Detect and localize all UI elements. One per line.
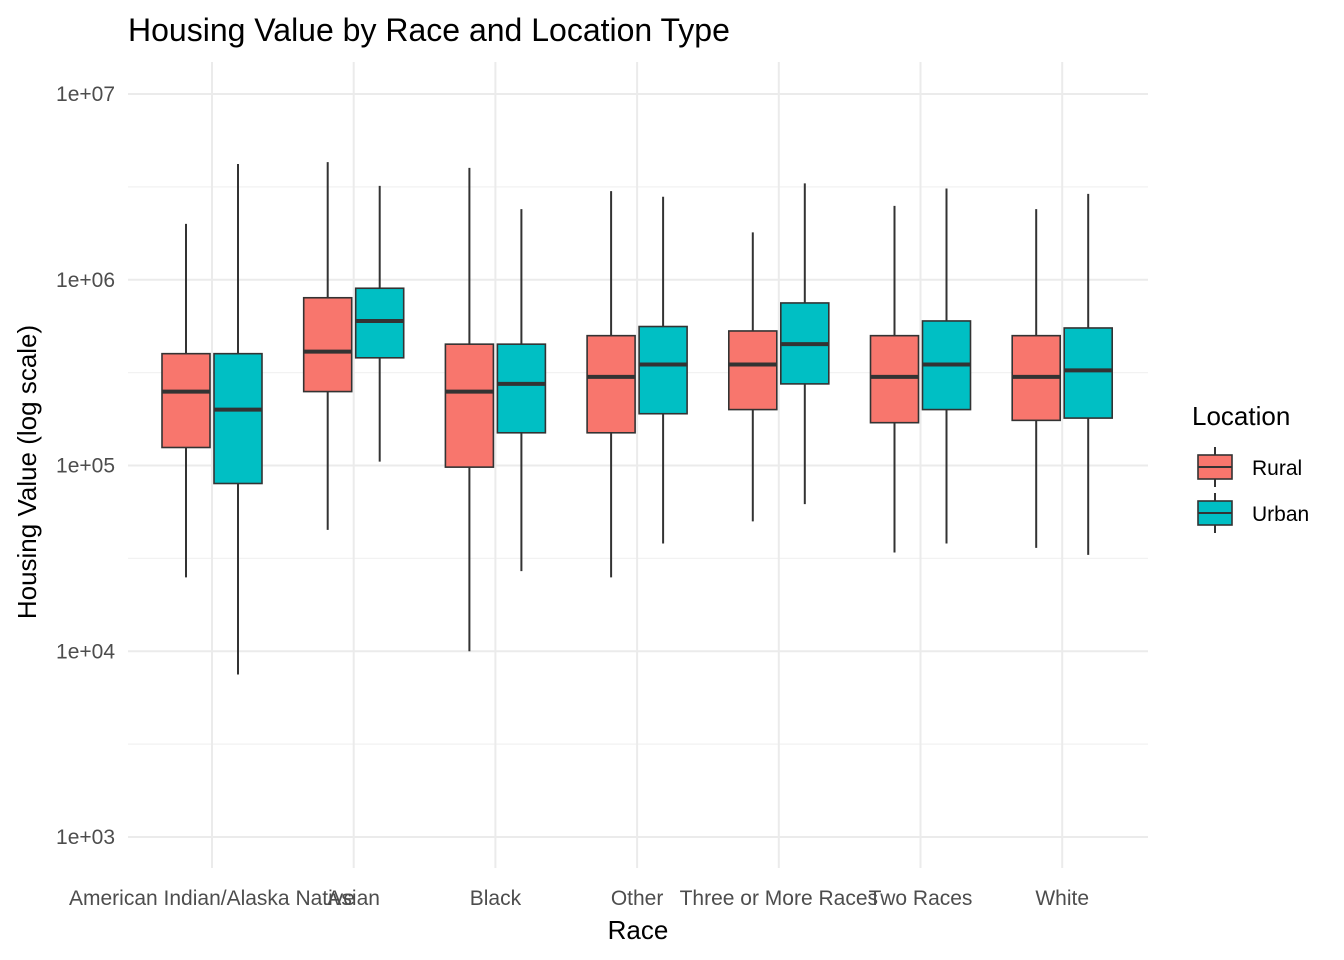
box-rural-2 (444, 167, 495, 652)
box-body (302, 296, 353, 393)
box-rural-4 (727, 232, 778, 522)
y-tick-labels: 1e+03 1e+04 1e+05 1e+06 1e+07 (56, 83, 115, 849)
box-body (727, 330, 778, 411)
legend-item-urban: Urban (1197, 493, 1309, 533)
x-tick-label: Asian (327, 887, 380, 910)
y-axis-title: Housing Value (log scale) (12, 325, 42, 619)
box-body (496, 343, 547, 434)
box-body (1063, 327, 1113, 419)
box-urban-3 (638, 196, 688, 544)
y-tick-label: 1e+05 (56, 455, 115, 478)
x-tick-label: White (1035, 887, 1089, 910)
box-urban-4 (779, 183, 830, 505)
y-tick-label: 1e+04 (56, 640, 115, 663)
x-tick-label: Black (470, 887, 522, 910)
legend-label: Rural (1252, 457, 1302, 480)
box-body (638, 325, 688, 415)
box-body (444, 343, 495, 468)
boxes (161, 162, 1113, 675)
x-tick-label: Other (611, 887, 664, 910)
box-body (586, 334, 636, 434)
box-urban-1 (354, 185, 405, 462)
legend-label: Urban (1252, 503, 1309, 526)
x-tick-label: Three or More Races (680, 887, 878, 910)
box-body (213, 352, 263, 485)
box-body (161, 352, 211, 449)
box-rural-0 (161, 223, 211, 578)
box-body (869, 334, 920, 424)
chart-title: Housing Value by Race and Location Type (128, 12, 730, 48)
box-urban-0 (213, 163, 263, 675)
grid (128, 62, 1148, 868)
x-tick-label: Two Races (869, 887, 973, 910)
x-tick-label: American Indian/Alaska Native (69, 887, 355, 910)
box-urban-6 (1063, 193, 1113, 555)
y-tick-label: 1e+03 (56, 826, 115, 849)
box-urban-2 (496, 209, 547, 572)
y-tick-label: 1e+06 (56, 269, 115, 292)
x-axis-title: Race (608, 915, 669, 945)
legend-title: Location (1192, 401, 1290, 431)
box-rural-5 (869, 205, 920, 553)
y-tick-label: 1e+07 (56, 83, 115, 106)
legend-item-rural: Rural (1197, 447, 1302, 487)
box-urban-5 (921, 188, 972, 544)
box-rural-3 (586, 191, 636, 578)
box-rural-1 (302, 162, 353, 530)
legend: Location Rural Urban (1192, 401, 1309, 533)
box-rural-6 (1011, 209, 1062, 548)
box-body (354, 287, 405, 359)
